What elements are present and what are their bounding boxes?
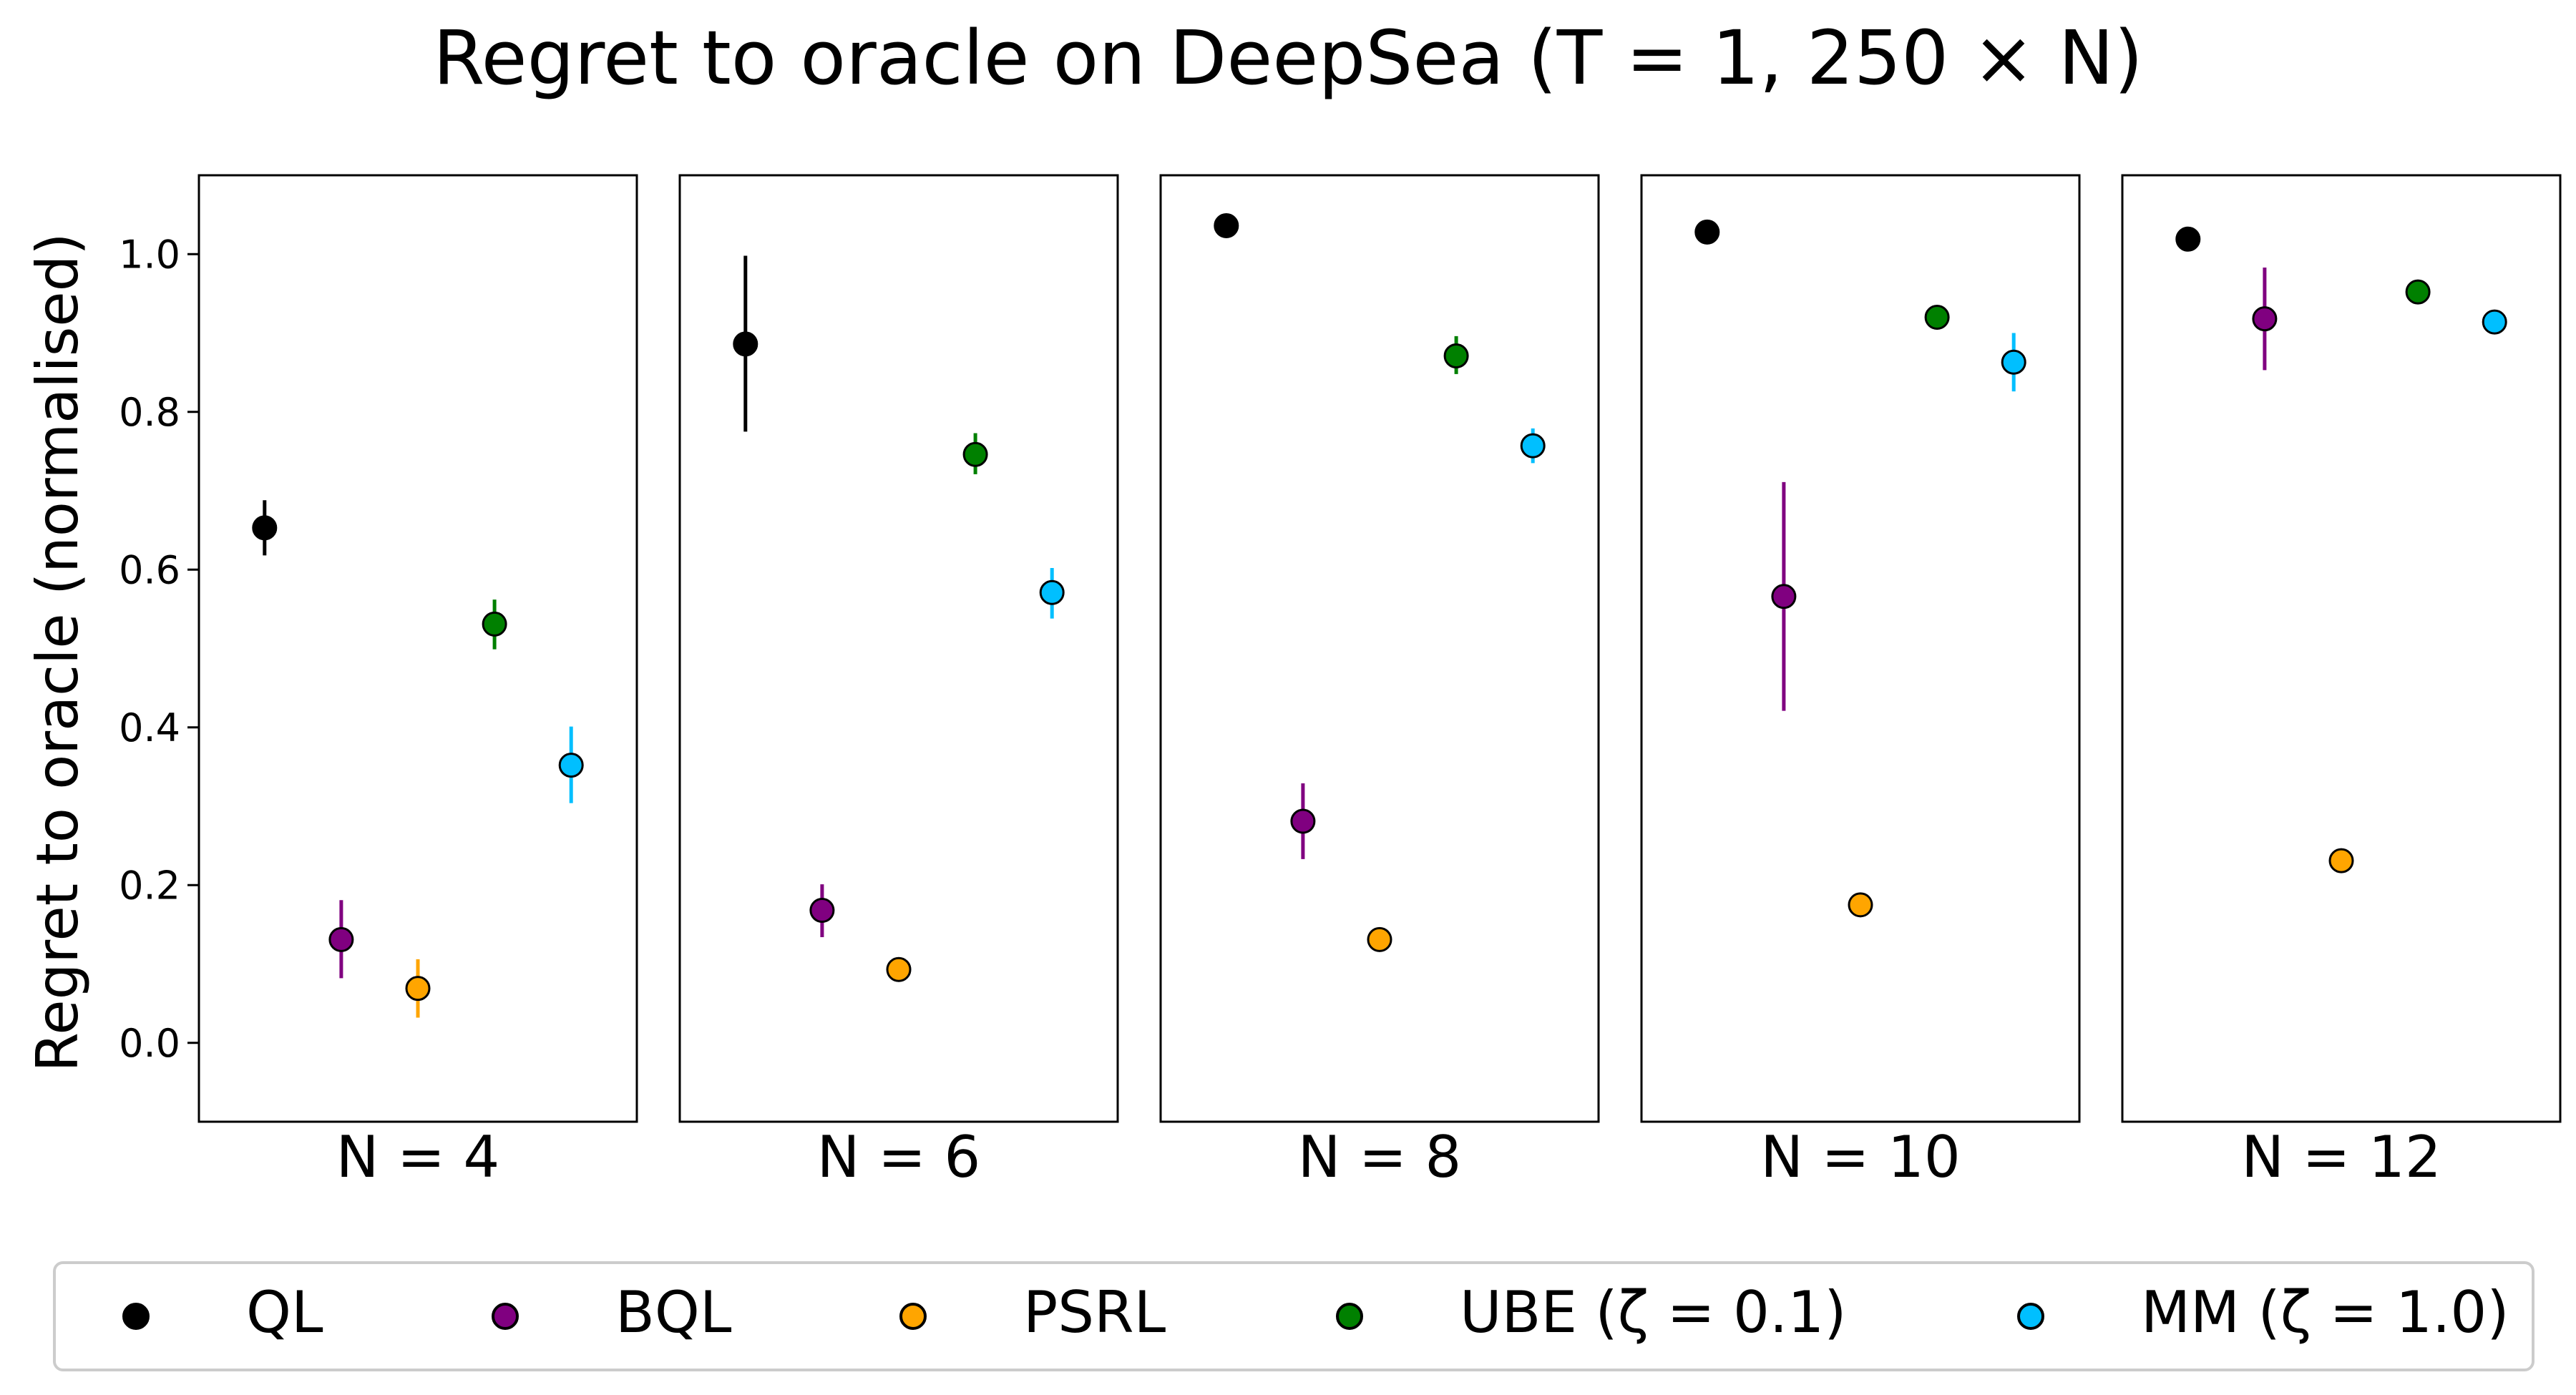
data-point [2328,848,2354,873]
panels: 0.0 0.2 0.4 0.6 0.8 1.0 N = 4 N = 6 N = 8 N = 10 N… [119,174,2562,1190]
data-point [1771,584,1797,610]
data-point [1694,219,1720,245]
data-point [2405,279,2431,305]
legend-label: PSRL [1023,1279,1166,1346]
panel-frame [197,174,638,1123]
legend-marker [899,1303,927,1330]
panel-frame [1640,174,2081,1123]
data-point [2001,349,2026,375]
panel-frame [2121,174,2562,1123]
data-point [962,441,988,467]
legend-entry: PSRL [899,1279,1166,1346]
y-tick-label: 0.6 [119,547,180,592]
panel-2: N = 8 [1159,174,1600,1190]
legend-marker [1336,1303,1363,1330]
y-tick-label: 1.0 [119,232,180,277]
legend-marker [2017,1303,2044,1330]
chart-title: Regret to oracle on DeepSea (T = 1, 250 … [433,14,2143,102]
legend-marker [492,1303,519,1330]
panel-frame [1159,174,1600,1123]
data-point [328,926,354,952]
panel-3: N = 10 [1640,174,2081,1190]
data-point [1214,213,1239,239]
y-tick-label: 0.2 [119,863,180,908]
data-point [482,611,507,637]
data-point [2175,226,2201,252]
legend-marker [122,1303,150,1330]
y-tick-label: 0.4 [119,705,180,750]
legend-label: MM (ζ = 1.0) [2141,1279,2509,1346]
panel-label: N = 10 [1760,1124,1961,1190]
y-tick-label: 0.8 [119,390,180,435]
data-point [1924,304,1950,330]
legend-frame [53,1261,2534,1371]
legend-entry: UBE (ζ = 0.1) [1336,1279,1846,1346]
panel-label: N = 6 [817,1124,981,1190]
data-point [2252,306,2278,332]
y-tick-label: 0.0 [119,1021,180,1066]
panel-0: 0.0 0.2 0.4 0.6 0.8 1.0 N = 4 [119,174,638,1190]
data-point [558,753,584,778]
panel-1: N = 6 [678,174,1119,1190]
data-point [405,976,431,1002]
data-point [1290,808,1316,834]
panel-4: N = 12 [2121,174,2562,1190]
data-point [1520,433,1546,459]
legend-label: BQL [615,1279,732,1346]
legend-label: UBE (ζ = 0.1) [1460,1279,1846,1346]
panel-frame [678,174,1119,1123]
data-point [1367,926,1392,952]
panel-label: N = 12 [2241,1124,2441,1190]
data-point [252,515,278,541]
panel-label: N = 8 [1298,1124,1462,1190]
data-point [809,898,835,924]
data-point [1443,343,1469,368]
data-point [886,956,912,982]
legend-entry: MM (ζ = 1.0) [2017,1279,2509,1346]
data-point [733,331,758,357]
legend-label: QL [246,1279,323,1346]
data-point [1039,579,1065,605]
legend-entry: QL [122,1279,323,1346]
panel-label: N = 4 [336,1124,500,1190]
data-point [1848,892,1873,918]
legend-entry: BQL [492,1279,732,1346]
y-axis-label: Regret to oracle (normalised) [24,232,91,1072]
legend: QL BQL PSRL UBE (ζ = 0.1) MM (ζ = 1.0) [53,1261,2534,1371]
data-point [2482,309,2507,335]
